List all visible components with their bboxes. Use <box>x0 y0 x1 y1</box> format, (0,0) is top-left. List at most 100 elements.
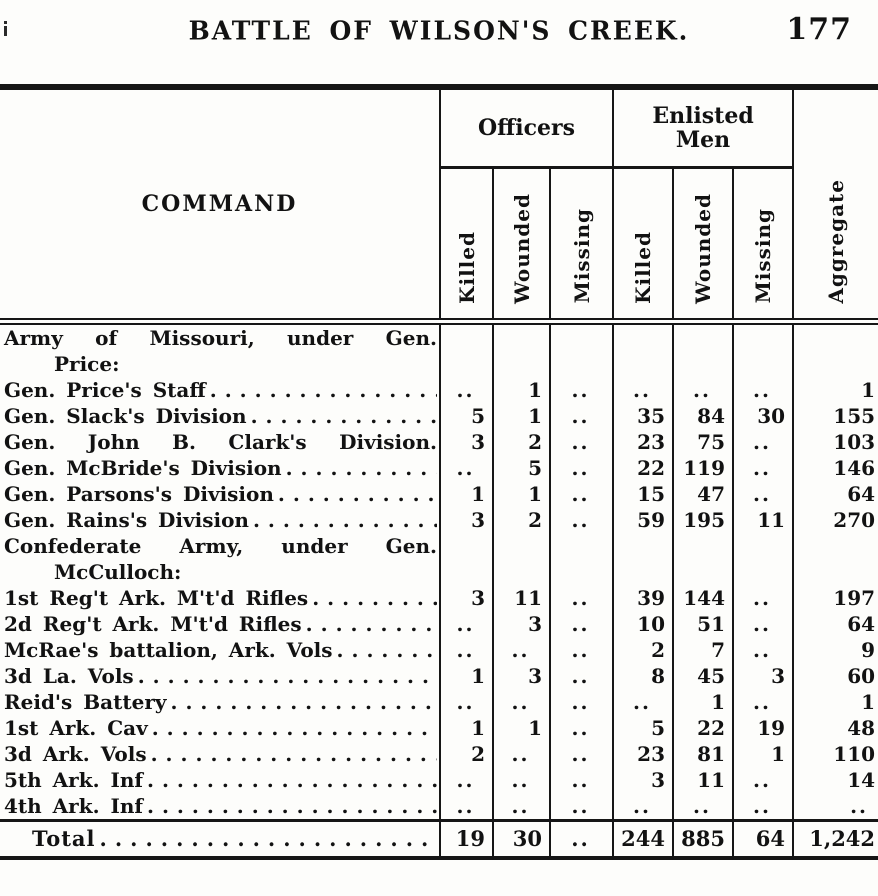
aggregate-cell: 103 <box>833 429 876 454</box>
officers-missing-header: Missing <box>550 167 614 325</box>
value-cell: 1 <box>493 480 551 507</box>
value-cell: .. <box>550 480 614 507</box>
value-cell: 1 <box>440 662 494 689</box>
enlisted-killed-header: Killed <box>613 167 674 325</box>
value-cell: .. <box>733 766 795 793</box>
total-label-cell: Total.......................... <box>0 818 441 860</box>
value-cell: .. <box>550 402 614 429</box>
table-footer: Total..........................1930..244… <box>0 818 878 860</box>
value-cell: 2 <box>440 740 494 767</box>
command-cell: 4th Ark. Inf.......................... <box>0 792 441 820</box>
enlisted-wounded-header: Wounded <box>673 167 734 325</box>
value-cell: 2 <box>493 506 551 533</box>
value-cell: .. <box>550 506 614 533</box>
value-cell <box>733 321 795 377</box>
aggregate-cell: 60 <box>847 663 876 688</box>
value-cell: .. <box>550 584 614 611</box>
table-row: 1st Ark. Cav..........................11… <box>0 714 878 741</box>
command-label: Gen. John B. Clark's Division. <box>4 429 437 454</box>
value-cell: .. <box>733 636 795 663</box>
value-cell: 8 <box>613 662 674 689</box>
scan-artifact <box>4 21 7 36</box>
command-cell: Gen. Rains's Division...................… <box>0 506 441 533</box>
value-cell: .. <box>550 454 614 481</box>
value-cell: 19 <box>733 714 795 741</box>
dot-leader: .......................... <box>252 507 437 532</box>
table-row: Gen. Slack's Division...................… <box>0 402 878 429</box>
command-label: 3d Ark. Vols <box>4 741 147 766</box>
officers-group-label: Officers <box>478 114 575 141</box>
value-cell: 2 <box>493 428 551 455</box>
value-cell: 195 <box>673 506 734 533</box>
value-cell: .. <box>733 792 795 820</box>
value-cell: 3 <box>733 662 795 689</box>
value-cell: 3 <box>440 584 494 611</box>
command-label: 1st Ark. Cav <box>4 715 148 740</box>
table-body: Army of Missouri, under Gen. Price: Gen. P… <box>0 321 878 820</box>
table-row: McRae's battalion, Ark. Vols............… <box>0 636 878 663</box>
value-cell: 64 <box>733 818 795 860</box>
dot-leader: .......................... <box>250 403 437 428</box>
table-header: COMMAND Officers Enlisted Men Aggregate … <box>0 87 878 325</box>
dot-leader: .......................... <box>277 481 437 506</box>
aggregate-cell: 1,242 <box>793 818 878 860</box>
value-cell: .. <box>550 688 614 715</box>
value-cell: 3 <box>440 506 494 533</box>
dot-leader: .......................... <box>285 455 437 480</box>
value-cell: 22 <box>673 714 734 741</box>
value-cell: .. <box>550 376 614 403</box>
value-cell: 244 <box>613 818 674 860</box>
value-cell: 59 <box>613 506 674 533</box>
command-cell: 3d La. Vols.......................... <box>0 662 441 689</box>
value-cell: .. <box>550 714 614 741</box>
section-label-cell: Army of Missouri, under Gen. Price: <box>0 321 441 377</box>
command-column-header: COMMAND <box>0 87 441 325</box>
dot-leader: .......................... <box>147 767 437 792</box>
aggregate-cell: 270 <box>833 507 876 532</box>
value-cell: 119 <box>673 454 734 481</box>
section-line-1: Confederate Army, under Gen. <box>4 533 437 558</box>
command-cell: 5th Ark. Inf.......................... <box>0 766 441 793</box>
value-cell: 84 <box>673 402 734 429</box>
command-label: 3d La. Vols <box>4 663 134 688</box>
value-cell <box>673 532 734 585</box>
value-cell: 1 <box>440 480 494 507</box>
table-row: 1st Reg't Ark. M't'd Rifles.............… <box>0 584 878 611</box>
aggregate-cell: 14 <box>847 767 876 792</box>
value-cell: 75 <box>673 428 734 455</box>
value-cell: 30 <box>733 402 795 429</box>
total-label: Total <box>32 825 96 851</box>
value-cell: 3 <box>440 428 494 455</box>
enlisted-missing-header: Missing <box>733 167 795 325</box>
aggregate-cell: 155 <box>833 403 876 428</box>
table-row: Gen. McBride's Division.................… <box>0 454 878 481</box>
command-label: Gen. Slack's Division <box>4 403 247 428</box>
command-cell: Gen. Price's Staff......................… <box>0 376 441 403</box>
aggregate-cell <box>793 321 878 377</box>
enlisted-group-label: Enlisted Men <box>652 102 754 153</box>
command-label: 4th Ark. Inf <box>4 793 143 818</box>
value-cell: 35 <box>613 402 674 429</box>
value-cell: 39 <box>613 584 674 611</box>
table-row: Reid's Battery..........................… <box>0 688 878 715</box>
value-cell: 81 <box>673 740 734 767</box>
value-cell: .. <box>493 766 551 793</box>
aggregate-cell: 110 <box>833 741 876 766</box>
command-label: Reid's Battery <box>4 689 167 714</box>
value-cell: 1 <box>493 376 551 403</box>
value-cell: 1 <box>440 714 494 741</box>
command-cell: Gen. Slack's Division...................… <box>0 402 441 429</box>
value-cell: 1 <box>673 688 734 715</box>
command-label: Gen. Rains's Division <box>4 507 249 532</box>
command-label: 5th Ark. Inf <box>4 767 143 792</box>
value-cell: 10 <box>613 610 674 637</box>
value-cell: .. <box>733 610 795 637</box>
value-cell: .. <box>733 376 795 403</box>
value-cell <box>613 321 674 377</box>
page-header: BATTLE OF WILSON'S CREEK. 177 <box>0 0 878 84</box>
value-cell: 11 <box>493 584 551 611</box>
section-line-2: Price: <box>54 351 120 376</box>
value-cell: 3 <box>493 610 551 637</box>
command-cell: McRae's battalion, Ark. Vols............… <box>0 636 441 663</box>
